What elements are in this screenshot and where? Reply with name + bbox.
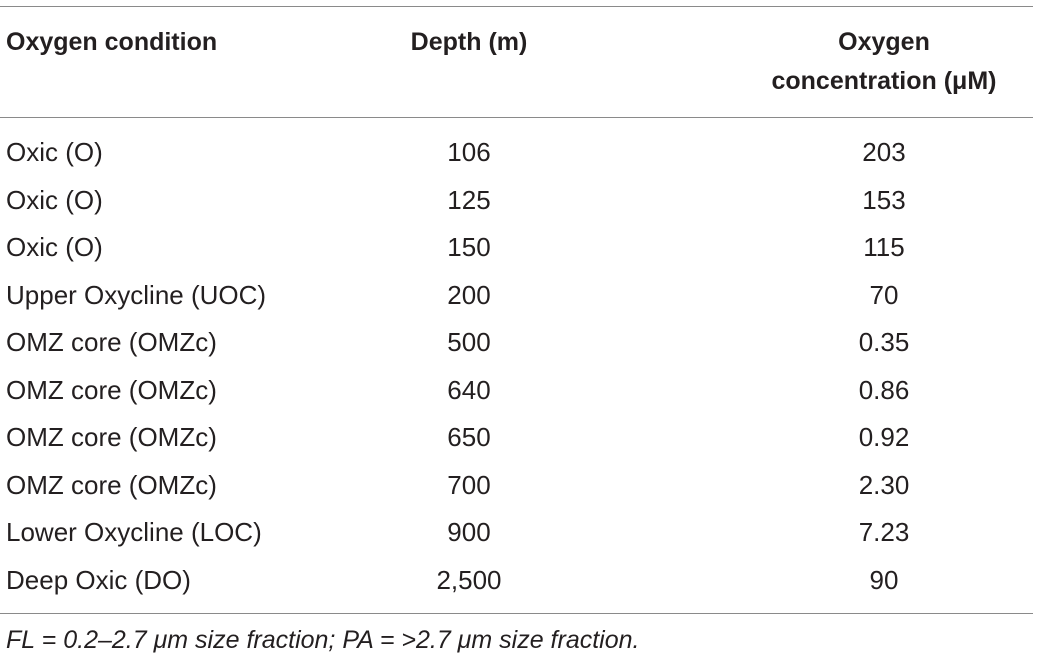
cell-oxygen-condition: OMZ core (OMZc) (6, 375, 217, 405)
cell-oxygen-condition: Lower Oxycline (LOC) (6, 517, 262, 547)
table-header-rule (0, 117, 1033, 118)
cell-oxygen-concentration: 203 (862, 137, 906, 167)
cell-oxygen-condition: OMZ core (OMZc) (6, 422, 217, 452)
header-oxygen-line2: concentration (μM) (771, 67, 997, 95)
table-footnote: FL = 0.2–2.7 μm size fraction; PA = >2.7… (6, 626, 640, 654)
cell-oxygen-concentration: 2.30 (858, 470, 910, 500)
cell-oxygen-condition: Oxic (O) (6, 232, 103, 262)
cell-depth: 2,500 (436, 565, 502, 595)
cell-depth: 900 (447, 517, 491, 547)
cell-oxygen-condition: Oxic (O) (6, 185, 103, 215)
cell-depth: 125 (447, 185, 491, 215)
header-depth: Depth (m) (410, 28, 528, 56)
cell-depth: 640 (447, 375, 491, 405)
cell-depth: 650 (447, 422, 491, 452)
cell-oxygen-condition: Upper Oxycline (UOC) (6, 280, 267, 310)
header-oxygen-line1: Oxygen (838, 28, 930, 56)
cell-depth: 150 (447, 232, 491, 262)
cell-oxygen-condition: OMZ core (OMZc) (6, 327, 217, 357)
cell-depth: 700 (447, 470, 491, 500)
cell-oxygen-condition: OMZ core (OMZc) (6, 470, 217, 500)
cell-oxygen-condition: Oxic (O) (6, 137, 103, 167)
cell-oxygen-concentration: 153 (862, 185, 906, 215)
cell-depth: 106 (447, 137, 491, 167)
header-oxygen-condition: Oxygen condition (6, 28, 218, 56)
cell-oxygen-concentration: 90 (869, 565, 899, 595)
table-bottom-rule (0, 613, 1033, 614)
cell-depth: 200 (447, 280, 491, 310)
table-top-rule (0, 6, 1033, 7)
cell-oxygen-concentration: 70 (869, 280, 899, 310)
cell-oxygen-condition: Deep Oxic (DO) (6, 565, 191, 595)
cell-oxygen-concentration: 115 (863, 232, 905, 262)
cell-oxygen-concentration: 0.92 (858, 422, 910, 452)
cell-oxygen-concentration: 7.23 (858, 517, 910, 547)
cell-oxygen-concentration: 0.35 (858, 327, 910, 357)
cell-depth: 500 (447, 327, 491, 357)
cell-oxygen-concentration: 0.86 (858, 375, 910, 405)
